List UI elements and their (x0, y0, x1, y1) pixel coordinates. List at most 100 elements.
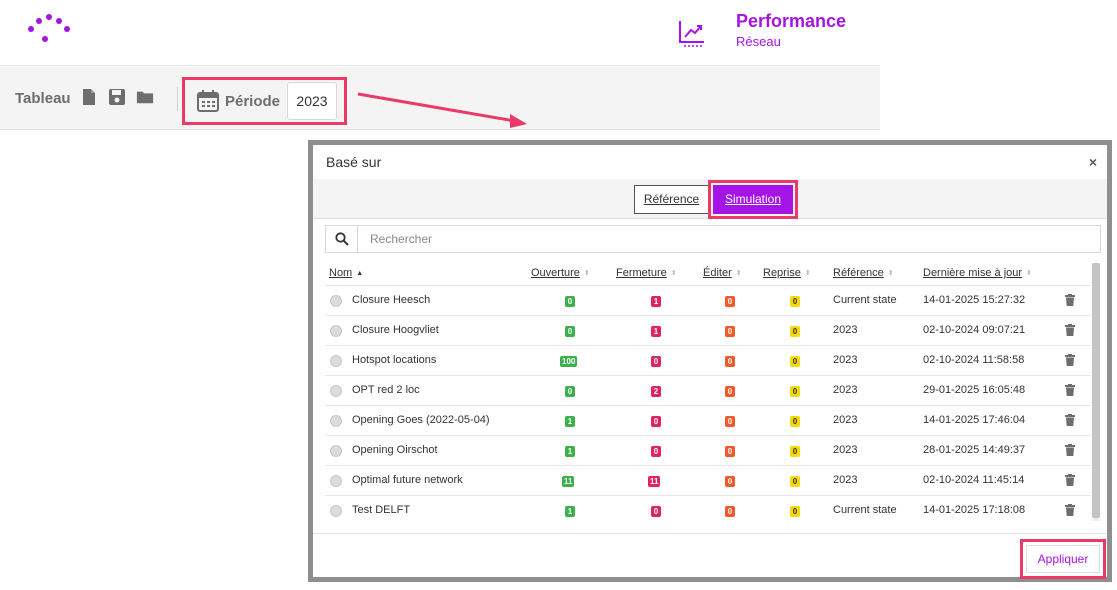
table-row[interactable]: Closure Hoogvliet 0 1 0 0 2023 02-10-202… (325, 315, 1091, 345)
period-label: Période (225, 93, 281, 110)
ouverture-badge: 1 (565, 446, 575, 457)
column-header-ouverture[interactable]: Ouverture ⬍ (531, 267, 590, 279)
logo-dot (56, 18, 62, 24)
app-logo[interactable] (22, 12, 74, 48)
search-icon (335, 232, 349, 246)
row-updated: 02-10-2024 11:58:58 (923, 354, 1025, 366)
reprise-badge: 0 (790, 356, 800, 367)
annotation-arrow (357, 92, 527, 128)
fermeture-badge: 0 (651, 506, 661, 517)
row-name: Closure Hoogvliet (352, 324, 439, 336)
row-radio[interactable] (330, 475, 342, 487)
editer-badge: 0 (725, 446, 735, 457)
scrollbar-thumb[interactable] (1092, 263, 1100, 518)
sort-icon: ⬍ (804, 270, 811, 278)
modal-footer-divider (313, 533, 1107, 534)
column-header-reference[interactable]: Référence ⬍ (833, 267, 894, 279)
column-header-label: Éditer (703, 267, 732, 279)
logo-dot (42, 36, 48, 42)
tab-simulation[interactable]: Simulation (713, 185, 793, 214)
reprise-badge: 0 (790, 326, 800, 337)
row-name: Opening Oirschot (352, 444, 438, 456)
calendar-icon[interactable] (197, 90, 219, 112)
editer-badge: 0 (725, 476, 735, 487)
ouverture-badge: 11 (562, 476, 575, 487)
tab-reference[interactable]: Référence (634, 185, 709, 214)
search-button[interactable] (326, 226, 358, 252)
row-radio[interactable] (330, 445, 342, 457)
column-header-label: Reprise (763, 267, 801, 279)
fermeture-badge: 2 (651, 386, 661, 397)
row-updated: 02-10-2024 09:07:21 (923, 324, 1026, 336)
table-row[interactable]: Closure Heesch 0 1 0 0 Current state 14-… (325, 285, 1091, 315)
row-radio[interactable] (330, 385, 342, 397)
row-radio[interactable] (330, 415, 342, 427)
reprise-badge: 0 (790, 476, 800, 487)
row-radio[interactable] (330, 505, 342, 517)
row-name: Closure Heesch (352, 294, 431, 306)
search-input[interactable] (370, 226, 1070, 252)
tab-simulation-highlight: Simulation (708, 180, 798, 219)
fermeture-badge: 0 (651, 416, 661, 427)
ouverture-badge: 1 (565, 416, 575, 427)
trash-icon[interactable] (1065, 354, 1075, 366)
column-header-label: Fermeture (616, 267, 667, 279)
folder-icon[interactable] (136, 88, 154, 106)
row-updated: 28-01-2025 14:49:37 (923, 444, 1026, 456)
period-input[interactable]: 2023 (287, 82, 337, 120)
table-row[interactable]: Optimal future network 11 11 0 0 2023 02… (325, 465, 1091, 495)
tableau-label: Tableau (15, 90, 71, 107)
toolbar: Tableau (0, 67, 880, 130)
close-icon[interactable]: × (1088, 154, 1097, 170)
app-subtitle: Réseau (736, 34, 781, 49)
column-header-editer[interactable]: Éditer ⬍ (703, 267, 742, 279)
row-updated: 14-01-2025 17:18:08 (923, 504, 1026, 516)
ouverture-badge: 0 (565, 296, 575, 307)
row-updated: 02-10-2024 11:45:14 (923, 474, 1025, 486)
row-reference: 2023 (833, 354, 858, 366)
apply-button[interactable]: Appliquer (1026, 545, 1100, 573)
new-file-icon[interactable] (80, 88, 98, 106)
trash-icon[interactable] (1065, 294, 1075, 306)
trash-icon[interactable] (1065, 504, 1075, 516)
row-radio[interactable] (330, 295, 342, 307)
simulations-table: Nom ▲ Ouverture ⬍ Fermeture ⬍ Éditer ⬍ Repri… (325, 263, 1091, 521)
row-radio[interactable] (330, 325, 342, 337)
logo-dot (46, 14, 52, 20)
reprise-badge: 0 (790, 446, 800, 457)
logo-dot (36, 18, 42, 24)
row-updated: 29-01-2025 16:05:48 (923, 384, 1026, 396)
sort-icon: ⬍ (735, 270, 742, 278)
ouverture-badge: 0 (565, 386, 575, 397)
column-header-fermeture[interactable]: Fermeture ⬍ (616, 267, 677, 279)
column-header-reprise[interactable]: Reprise ⬍ (763, 267, 811, 279)
editer-badge: 0 (725, 356, 735, 367)
period-selector-highlight: Période 2023 (182, 77, 347, 125)
table-row[interactable]: Opening Goes (2022-05-04) 1 0 0 0 2023 1… (325, 405, 1091, 435)
logo-dot (28, 26, 34, 32)
trend-chart-icon (679, 21, 704, 47)
row-radio[interactable] (330, 355, 342, 367)
based-on-modal: Basé sur × Référence Simulation Nom▲ Ouv… (308, 140, 1112, 582)
trash-icon[interactable] (1065, 324, 1075, 336)
editer-badge: 0 (725, 386, 735, 397)
trash-icon[interactable] (1065, 474, 1075, 486)
row-reference: Current state (833, 294, 897, 306)
column-header-label: Ouverture (531, 267, 580, 279)
search-bar (325, 225, 1101, 253)
row-reference: 2023 (833, 414, 858, 426)
trash-icon[interactable] (1065, 414, 1075, 426)
trash-icon[interactable] (1065, 384, 1075, 396)
table-row[interactable]: Opening Oirschot 1 0 0 0 2023 28-01-2025… (325, 435, 1091, 465)
table-scrollbar[interactable] (1092, 263, 1100, 521)
table-row[interactable]: Test DELFT 1 0 0 0 Current state 14-01-2… (325, 495, 1091, 521)
column-header-updated[interactable]: Dernière mise à jour ⬍ (923, 267, 1032, 279)
table-row[interactable]: OPT red 2 loc 0 2 0 0 2023 29-01-2025 16… (325, 375, 1091, 405)
trash-icon[interactable] (1065, 444, 1075, 456)
column-header-label: Nom (329, 267, 353, 279)
save-icon[interactable] (108, 88, 126, 106)
column-header-nom[interactable]: Nom ▲ (329, 267, 363, 279)
app-title: Performance (736, 11, 847, 31)
table-row[interactable]: Hotspot locations 100 0 0 0 2023 02-10-2… (325, 345, 1091, 375)
editer-badge: 0 (725, 506, 735, 517)
